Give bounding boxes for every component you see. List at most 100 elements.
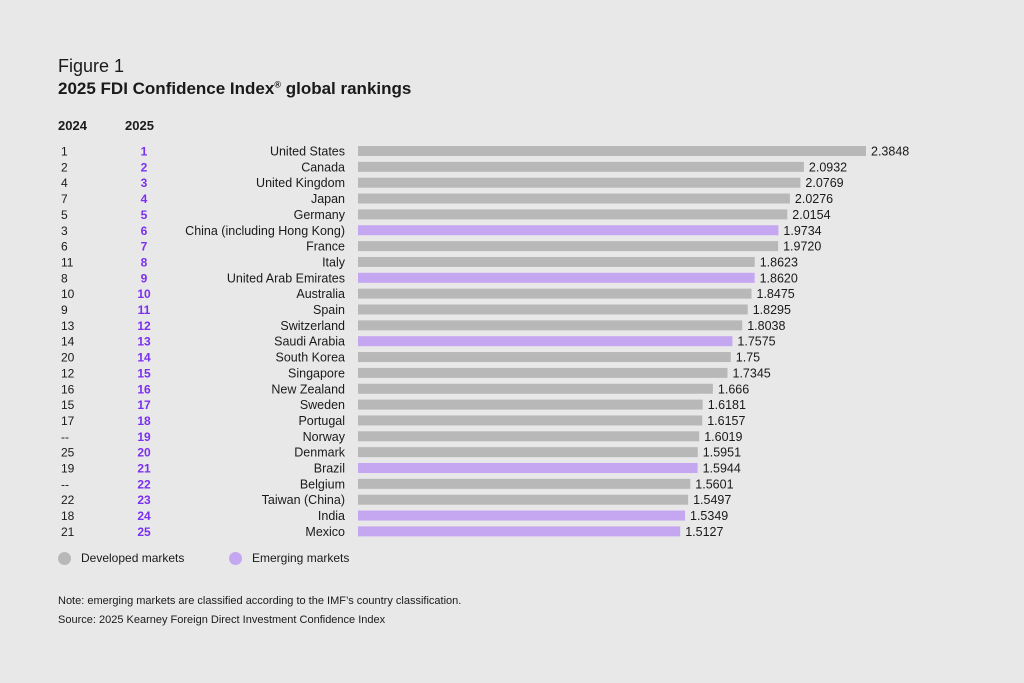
rank-2024: 1 [61,145,68,159]
country-label: Mexico [305,525,345,539]
country-label: Norway [303,430,346,444]
value-label: 1.6019 [704,430,742,444]
bar-developed [358,383,713,394]
country-label: Germany [294,208,346,222]
country-label: South Korea [276,351,346,365]
country-label: Saudi Arabia [274,335,345,349]
country-label: United States [270,145,345,159]
rank-2025: 18 [137,414,151,428]
value-label: 1.6157 [707,414,745,428]
legend-developed-label: Developed markets [81,551,185,565]
figure-label: Figure 1 [58,56,125,76]
figure-title-tail: global rankings [280,79,412,98]
column-header-2024: 2024 [58,118,87,133]
rank-2025: 4 [141,192,148,206]
rank-2025: 20 [137,446,151,460]
bar-developed [358,193,790,204]
value-label: 1.5349 [690,509,728,523]
rank-2024: 9 [61,303,68,317]
country-label: Taiwan (China) [262,493,345,507]
bar-developed [358,399,703,410]
rank-2024: 21 [61,525,75,539]
bar-developed [358,352,731,363]
rank-2025: 17 [137,398,151,412]
legend-emerging: Emerging markets [229,551,349,565]
country-label: New Zealand [271,382,345,396]
rank-2024: 19 [61,462,75,476]
value-label: 2.0769 [805,176,843,190]
country-label: Denmark [294,446,345,460]
rank-2024: 22 [61,493,75,507]
rank-2025: 5 [141,208,148,222]
bar-emerging [358,526,681,537]
value-label: 1.75 [736,351,760,365]
value-label: 2.0276 [795,192,833,206]
bar-developed [358,478,691,489]
value-label: 2.0932 [809,160,847,174]
note-text: Note: emerging markets are classified ac… [58,595,462,607]
legend-developed: Developed markets [58,551,184,565]
country-label: Switzerland [280,319,345,333]
rank-2024: 17 [61,414,75,428]
rank-2024: 13 [61,319,75,333]
bar-emerging [358,225,779,236]
country-label: Singapore [288,366,345,380]
value-label: 1.5601 [695,477,733,491]
bar-developed [358,415,703,426]
bar-developed [358,209,788,220]
bar-emerging [358,510,685,521]
country-label: United Kingdom [256,176,345,190]
bar-developed [358,431,700,442]
rank-2025: 24 [137,509,151,523]
registered-mark: ® [274,79,281,90]
country-label: Italy [322,255,346,269]
rank-2024: 16 [61,382,75,396]
rank-2025: 22 [137,477,151,491]
bar-emerging [358,272,755,283]
rank-2024: 18 [61,509,75,523]
rank-2025: 7 [141,240,148,254]
rank-2025: 11 [138,303,151,317]
bar-developed [358,161,804,172]
rank-2025: 19 [137,430,151,444]
value-label: 1.8623 [760,255,798,269]
rank-2024: 11 [61,255,74,269]
value-label: 1.8038 [747,319,785,333]
value-label: 2.3848 [871,145,909,159]
country-label: Belgium [300,477,345,491]
country-label: Canada [301,160,345,174]
source-text: Source: 2025 Kearney Foreign Direct Inve… [58,614,386,626]
bar-developed [358,288,752,299]
value-label: 1.8620 [760,271,798,285]
country-label: Sweden [300,398,345,412]
value-label: 1.666 [718,382,749,396]
value-label: 2.0154 [792,208,830,222]
rank-2024: 4 [61,176,68,190]
rank-2024: 5 [61,208,68,222]
developed-swatch [58,551,71,565]
bar-developed [358,256,755,267]
rank-2025: 12 [137,319,151,333]
bar-emerging [358,463,698,473]
rank-2025: 9 [141,271,148,285]
country-label: Australia [296,287,345,301]
rank-2024: 2 [61,160,68,174]
country-label: China (including Hong Kong) [185,224,345,238]
column-header-2025: 2025 [125,118,154,133]
value-label: 1.5127 [685,525,723,539]
country-label: India [318,509,345,523]
figure-title: 2025 FDI Confidence Index® global rankin… [58,79,411,99]
rank-2024: 25 [61,446,75,460]
rank-2025: 14 [137,351,151,365]
bar-developed [358,367,728,378]
rank-2025: 15 [137,366,151,380]
value-label: 1.5497 [693,493,731,507]
legend-emerging-label: Emerging markets [252,551,350,565]
value-label: 1.6181 [708,398,746,412]
country-label: Portugal [298,414,345,428]
bar-developed [358,146,866,156]
value-label: 1.5951 [703,446,741,460]
rank-2024: -- [61,477,69,491]
value-label: 1.9734 [783,224,821,238]
